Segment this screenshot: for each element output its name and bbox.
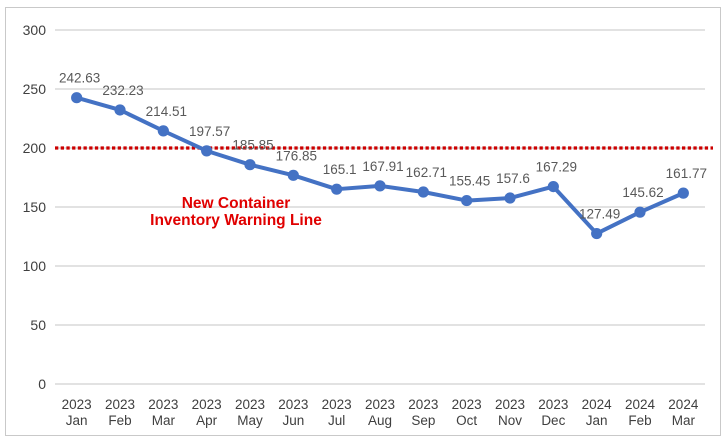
data-point-marker bbox=[71, 92, 83, 104]
x-axis-tick-label: 2024 Feb bbox=[625, 397, 656, 428]
data-point-label: 197.57 bbox=[189, 124, 230, 139]
data-point-marker bbox=[331, 183, 343, 195]
data-point-marker bbox=[591, 227, 603, 240]
data-point-label: 157.6 bbox=[496, 171, 530, 186]
data-point-label: 185.85 bbox=[232, 138, 273, 153]
x-axis-tick-label: 2023 Sep bbox=[408, 397, 438, 428]
x-axis-tick-label: 2023 Nov bbox=[495, 397, 525, 428]
data-point-marker bbox=[461, 194, 473, 207]
data-point-marker bbox=[677, 187, 689, 199]
data-point-label: 155.45 bbox=[449, 174, 490, 189]
data-point-marker bbox=[114, 104, 126, 116]
x-axis-tick-label: 2024 Mar bbox=[668, 397, 699, 428]
y-axis-tick-label: 150 bbox=[23, 199, 47, 215]
data-point-marker bbox=[287, 169, 299, 181]
data-point-label: 127.49 bbox=[579, 207, 620, 222]
warning-line-annotation: New Container Inventory Warning Line bbox=[150, 195, 322, 229]
x-axis-tick-label: 2023 May bbox=[235, 397, 265, 428]
y-axis-tick-label: 50 bbox=[30, 317, 46, 333]
x-axis-tick-label: 2023 Mar bbox=[148, 397, 178, 428]
x-axis-tick-label: 2023 Feb bbox=[105, 397, 135, 428]
data-point-label: 167.29 bbox=[536, 160, 577, 175]
data-point-label: 214.51 bbox=[146, 104, 187, 119]
y-axis-tick-label: 200 bbox=[23, 140, 47, 156]
y-axis-tick-label: 0 bbox=[38, 376, 46, 392]
data-point-label: 176.85 bbox=[276, 148, 317, 163]
data-point-marker bbox=[504, 192, 516, 204]
data-point-marker bbox=[201, 145, 213, 157]
x-axis-tick-label: 2023 Dec bbox=[538, 397, 568, 428]
data-point-marker bbox=[417, 186, 429, 198]
x-axis-tick-label: 2023 Oct bbox=[452, 397, 482, 428]
y-axis-tick-label: 100 bbox=[23, 258, 47, 274]
x-axis-tick-label: 2023 Jun bbox=[278, 397, 308, 428]
x-axis-tick-label: 2023 Jul bbox=[322, 397, 352, 428]
y-axis-tick-label: 250 bbox=[23, 81, 47, 97]
x-axis-tick-label: 2023 Aug bbox=[365, 397, 395, 428]
x-axis-tick-label: 2023 Jan bbox=[62, 397, 92, 428]
x-axis-tick-label: 2024 Jan bbox=[582, 397, 613, 428]
chart-border-frame bbox=[5, 7, 721, 436]
data-point-marker bbox=[374, 180, 386, 192]
data-point-marker bbox=[157, 125, 169, 137]
data-point-label: 232.23 bbox=[102, 83, 143, 98]
y-axis-tick-label: 300 bbox=[23, 22, 47, 38]
data-point-marker bbox=[547, 180, 559, 193]
data-point-label: 161.77 bbox=[666, 166, 707, 181]
data-point-label: 167.91 bbox=[362, 159, 403, 174]
data-point-label: 162.71 bbox=[406, 165, 447, 180]
data-point-label: 242.63 bbox=[59, 71, 100, 86]
data-point-marker bbox=[634, 206, 646, 218]
data-point-label: 145.62 bbox=[622, 185, 663, 200]
data-point-label: 165.1 bbox=[323, 162, 357, 177]
x-axis-tick-label: 2023 Apr bbox=[192, 397, 222, 428]
data-point-marker bbox=[244, 159, 256, 171]
